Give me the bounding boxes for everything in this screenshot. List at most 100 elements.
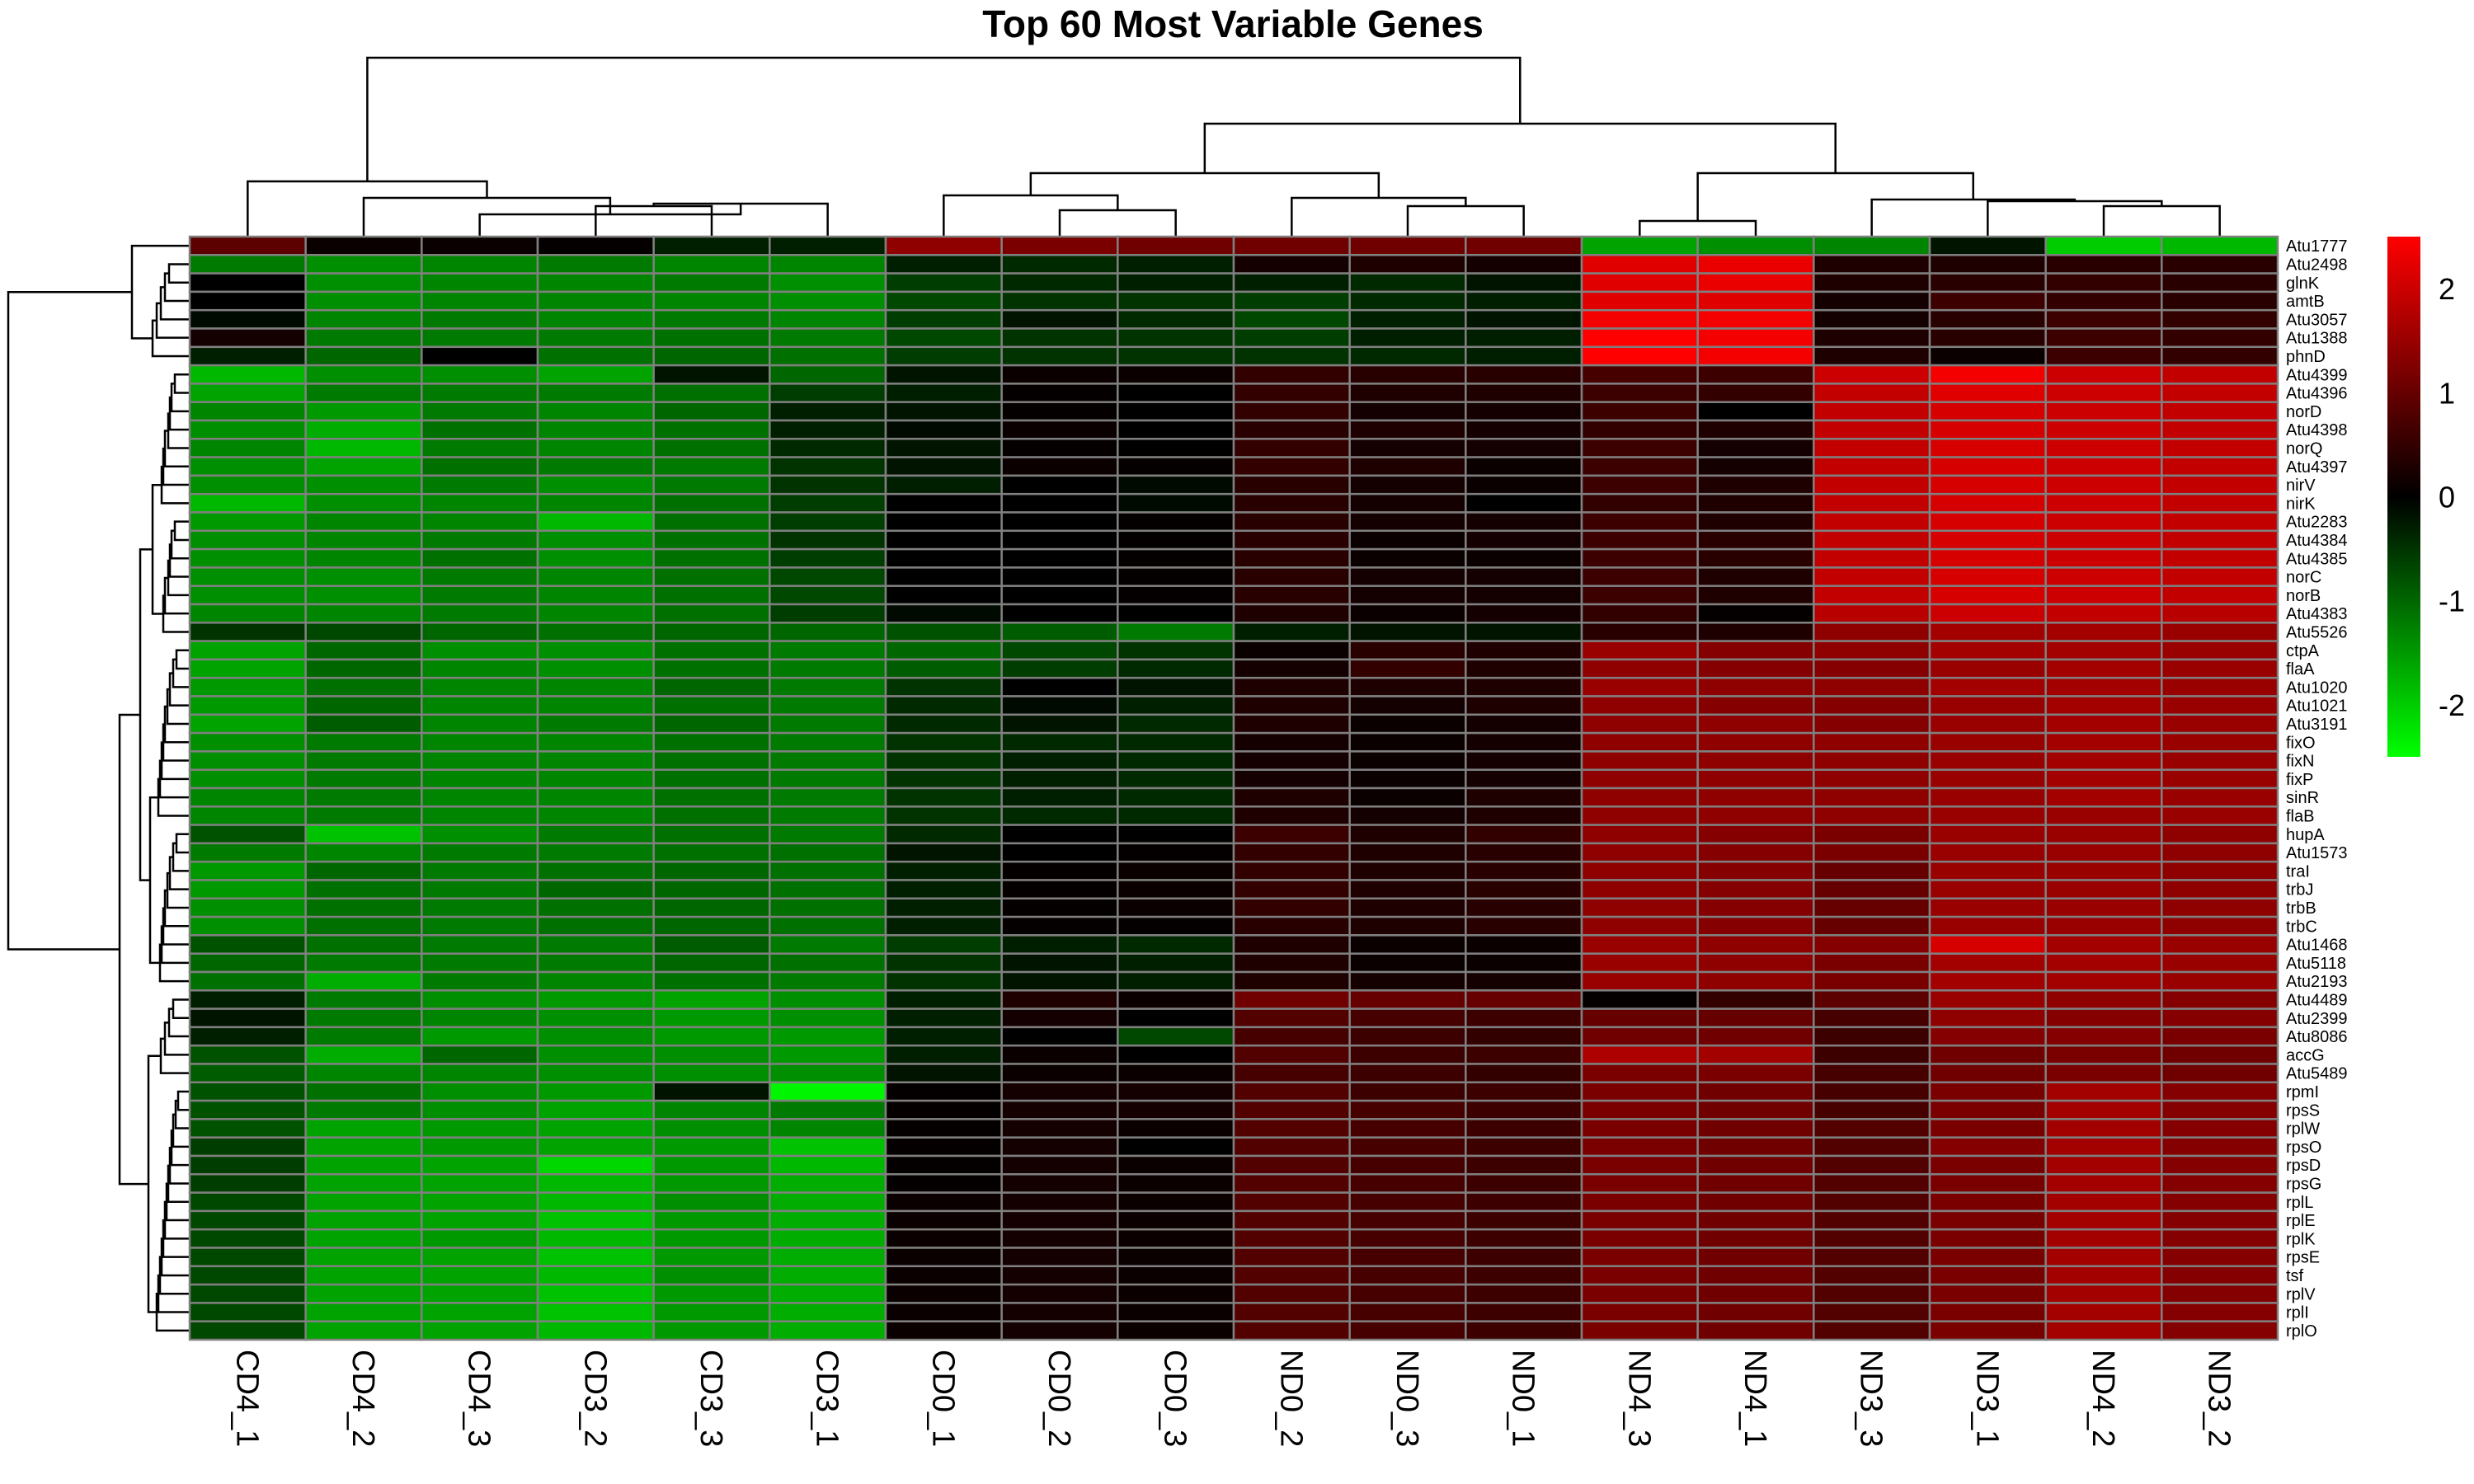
heatmap-cell bbox=[884, 658, 1003, 679]
heatmap-cell bbox=[1465, 1209, 1583, 1231]
heatmap-cell bbox=[421, 1265, 539, 1286]
heatmap-cell bbox=[1928, 1044, 2047, 1065]
heatmap-cell bbox=[1465, 1154, 1583, 1176]
heatmap-cell bbox=[1928, 658, 2047, 679]
heatmap-cell bbox=[1117, 547, 1235, 569]
heatmap-cell bbox=[1465, 676, 1583, 697]
heatmap-cell bbox=[1348, 254, 1467, 275]
heatmap-cell bbox=[652, 1007, 771, 1029]
heatmap-cell bbox=[304, 640, 423, 661]
heatmap-cell bbox=[1117, 1099, 1235, 1120]
heatmap-cell bbox=[1117, 750, 1235, 771]
heatmap-cell bbox=[2161, 805, 2279, 826]
heatmap-cell bbox=[1928, 1283, 2047, 1304]
heatmap-cell bbox=[1000, 566, 1119, 587]
heatmap-cell bbox=[188, 970, 307, 992]
heatmap-cell bbox=[769, 585, 887, 606]
heatmap-cell bbox=[421, 585, 539, 606]
heatmap-cell bbox=[304, 254, 423, 275]
heatmap-cell bbox=[1348, 419, 1467, 440]
heatmap-cell bbox=[1928, 640, 2047, 661]
row-dendrogram-link bbox=[168, 543, 190, 578]
heatmap-cell bbox=[1696, 1320, 1815, 1341]
heatmap-cell bbox=[1348, 401, 1467, 422]
heatmap-cell bbox=[652, 1247, 771, 1268]
heatmap-cell bbox=[1348, 1099, 1467, 1120]
heatmap-cell bbox=[1696, 1026, 1815, 1047]
row-label: norB bbox=[2286, 587, 2321, 605]
heatmap-cell bbox=[1696, 492, 1815, 514]
heatmap-cell bbox=[1348, 364, 1467, 385]
heatmap-cell bbox=[652, 750, 771, 771]
heatmap-cell bbox=[652, 383, 771, 403]
heatmap-cell bbox=[188, 713, 307, 735]
heatmap-cell bbox=[1813, 585, 1931, 606]
heatmap-cell bbox=[1232, 842, 1351, 863]
heatmap-cell bbox=[1928, 676, 2047, 697]
heatmap-cell bbox=[769, 676, 887, 697]
heatmap-cell bbox=[652, 529, 771, 551]
heatmap-cell bbox=[1696, 1063, 1815, 1084]
heatmap-cell bbox=[1232, 547, 1351, 569]
heatmap-cell bbox=[421, 235, 539, 256]
heatmap-cell bbox=[1117, 1191, 1235, 1213]
heatmap-cell bbox=[1580, 401, 1699, 422]
heatmap-cell bbox=[1348, 989, 1467, 1010]
heatmap-cell bbox=[1696, 842, 1815, 863]
heatmap-cell bbox=[536, 640, 655, 661]
heatmap-cell bbox=[884, 860, 1003, 881]
heatmap-cell bbox=[1696, 1173, 1815, 1194]
heatmap-cell bbox=[188, 1154, 307, 1176]
heatmap-cell bbox=[1465, 824, 1583, 845]
heatmap-cell bbox=[1117, 1283, 1235, 1304]
heatmap-cell bbox=[884, 1173, 1003, 1194]
heatmap-cell bbox=[1813, 438, 1931, 458]
heatmap-cell bbox=[1117, 1118, 1235, 1139]
heatmap-cell bbox=[304, 713, 423, 735]
row-label: Atu2498 bbox=[2286, 256, 2348, 274]
heatmap-cell bbox=[652, 438, 771, 458]
heatmap-cell bbox=[1580, 1320, 1699, 1341]
heatmap-cell bbox=[1117, 879, 1235, 900]
heatmap-cell bbox=[1465, 1228, 1583, 1249]
column-dendrogram-link bbox=[1058, 209, 1177, 237]
heatmap-cell bbox=[536, 695, 655, 716]
heatmap-cell bbox=[536, 254, 655, 275]
heatmap-cell bbox=[304, 915, 423, 937]
heatmap-cell bbox=[536, 824, 655, 845]
heatmap-cell bbox=[1696, 1136, 1815, 1158]
heatmap-cell bbox=[536, 327, 655, 349]
heatmap-cell bbox=[1465, 1118, 1583, 1139]
heatmap-cell bbox=[1465, 1173, 1583, 1194]
row-label: nirK bbox=[2286, 495, 2316, 513]
heatmap-cell bbox=[1348, 1247, 1467, 1268]
heatmap-cell bbox=[884, 989, 1003, 1010]
heatmap-cell bbox=[1580, 897, 1699, 918]
heatmap-cell bbox=[884, 1099, 1003, 1120]
heatmap-cell bbox=[652, 1099, 771, 1120]
heatmap-cell bbox=[536, 1247, 655, 1268]
heatmap-cell bbox=[2161, 474, 2279, 495]
heatmap-cell bbox=[188, 750, 307, 771]
heatmap-cell bbox=[769, 879, 887, 900]
heatmap-cell bbox=[1813, 1063, 1931, 1084]
heatmap-cell bbox=[1813, 787, 1931, 808]
heatmap-cell bbox=[2044, 1063, 2163, 1084]
heatmap-cell bbox=[1232, 952, 1351, 974]
heatmap-cell bbox=[1232, 1044, 1351, 1065]
row-label: rplE bbox=[2286, 1212, 2316, 1230]
row-label: Atu2399 bbox=[2286, 1010, 2348, 1028]
heatmap-cell bbox=[1928, 952, 2047, 974]
heatmap-cell bbox=[2044, 640, 2163, 661]
heatmap-cell bbox=[1696, 438, 1815, 458]
heatmap-cell bbox=[1696, 860, 1815, 881]
heatmap-cell bbox=[884, 474, 1003, 495]
heatmap-cell bbox=[421, 1063, 539, 1084]
row-label: ctpA bbox=[2286, 642, 2320, 660]
heatmap-cell bbox=[304, 1026, 423, 1047]
heatmap-cell bbox=[1465, 731, 1583, 753]
heatmap-cell bbox=[1117, 456, 1235, 477]
heatmap-cell bbox=[1117, 1007, 1235, 1029]
heatmap-cell bbox=[1580, 1228, 1699, 1249]
heatmap-cell bbox=[188, 934, 307, 955]
